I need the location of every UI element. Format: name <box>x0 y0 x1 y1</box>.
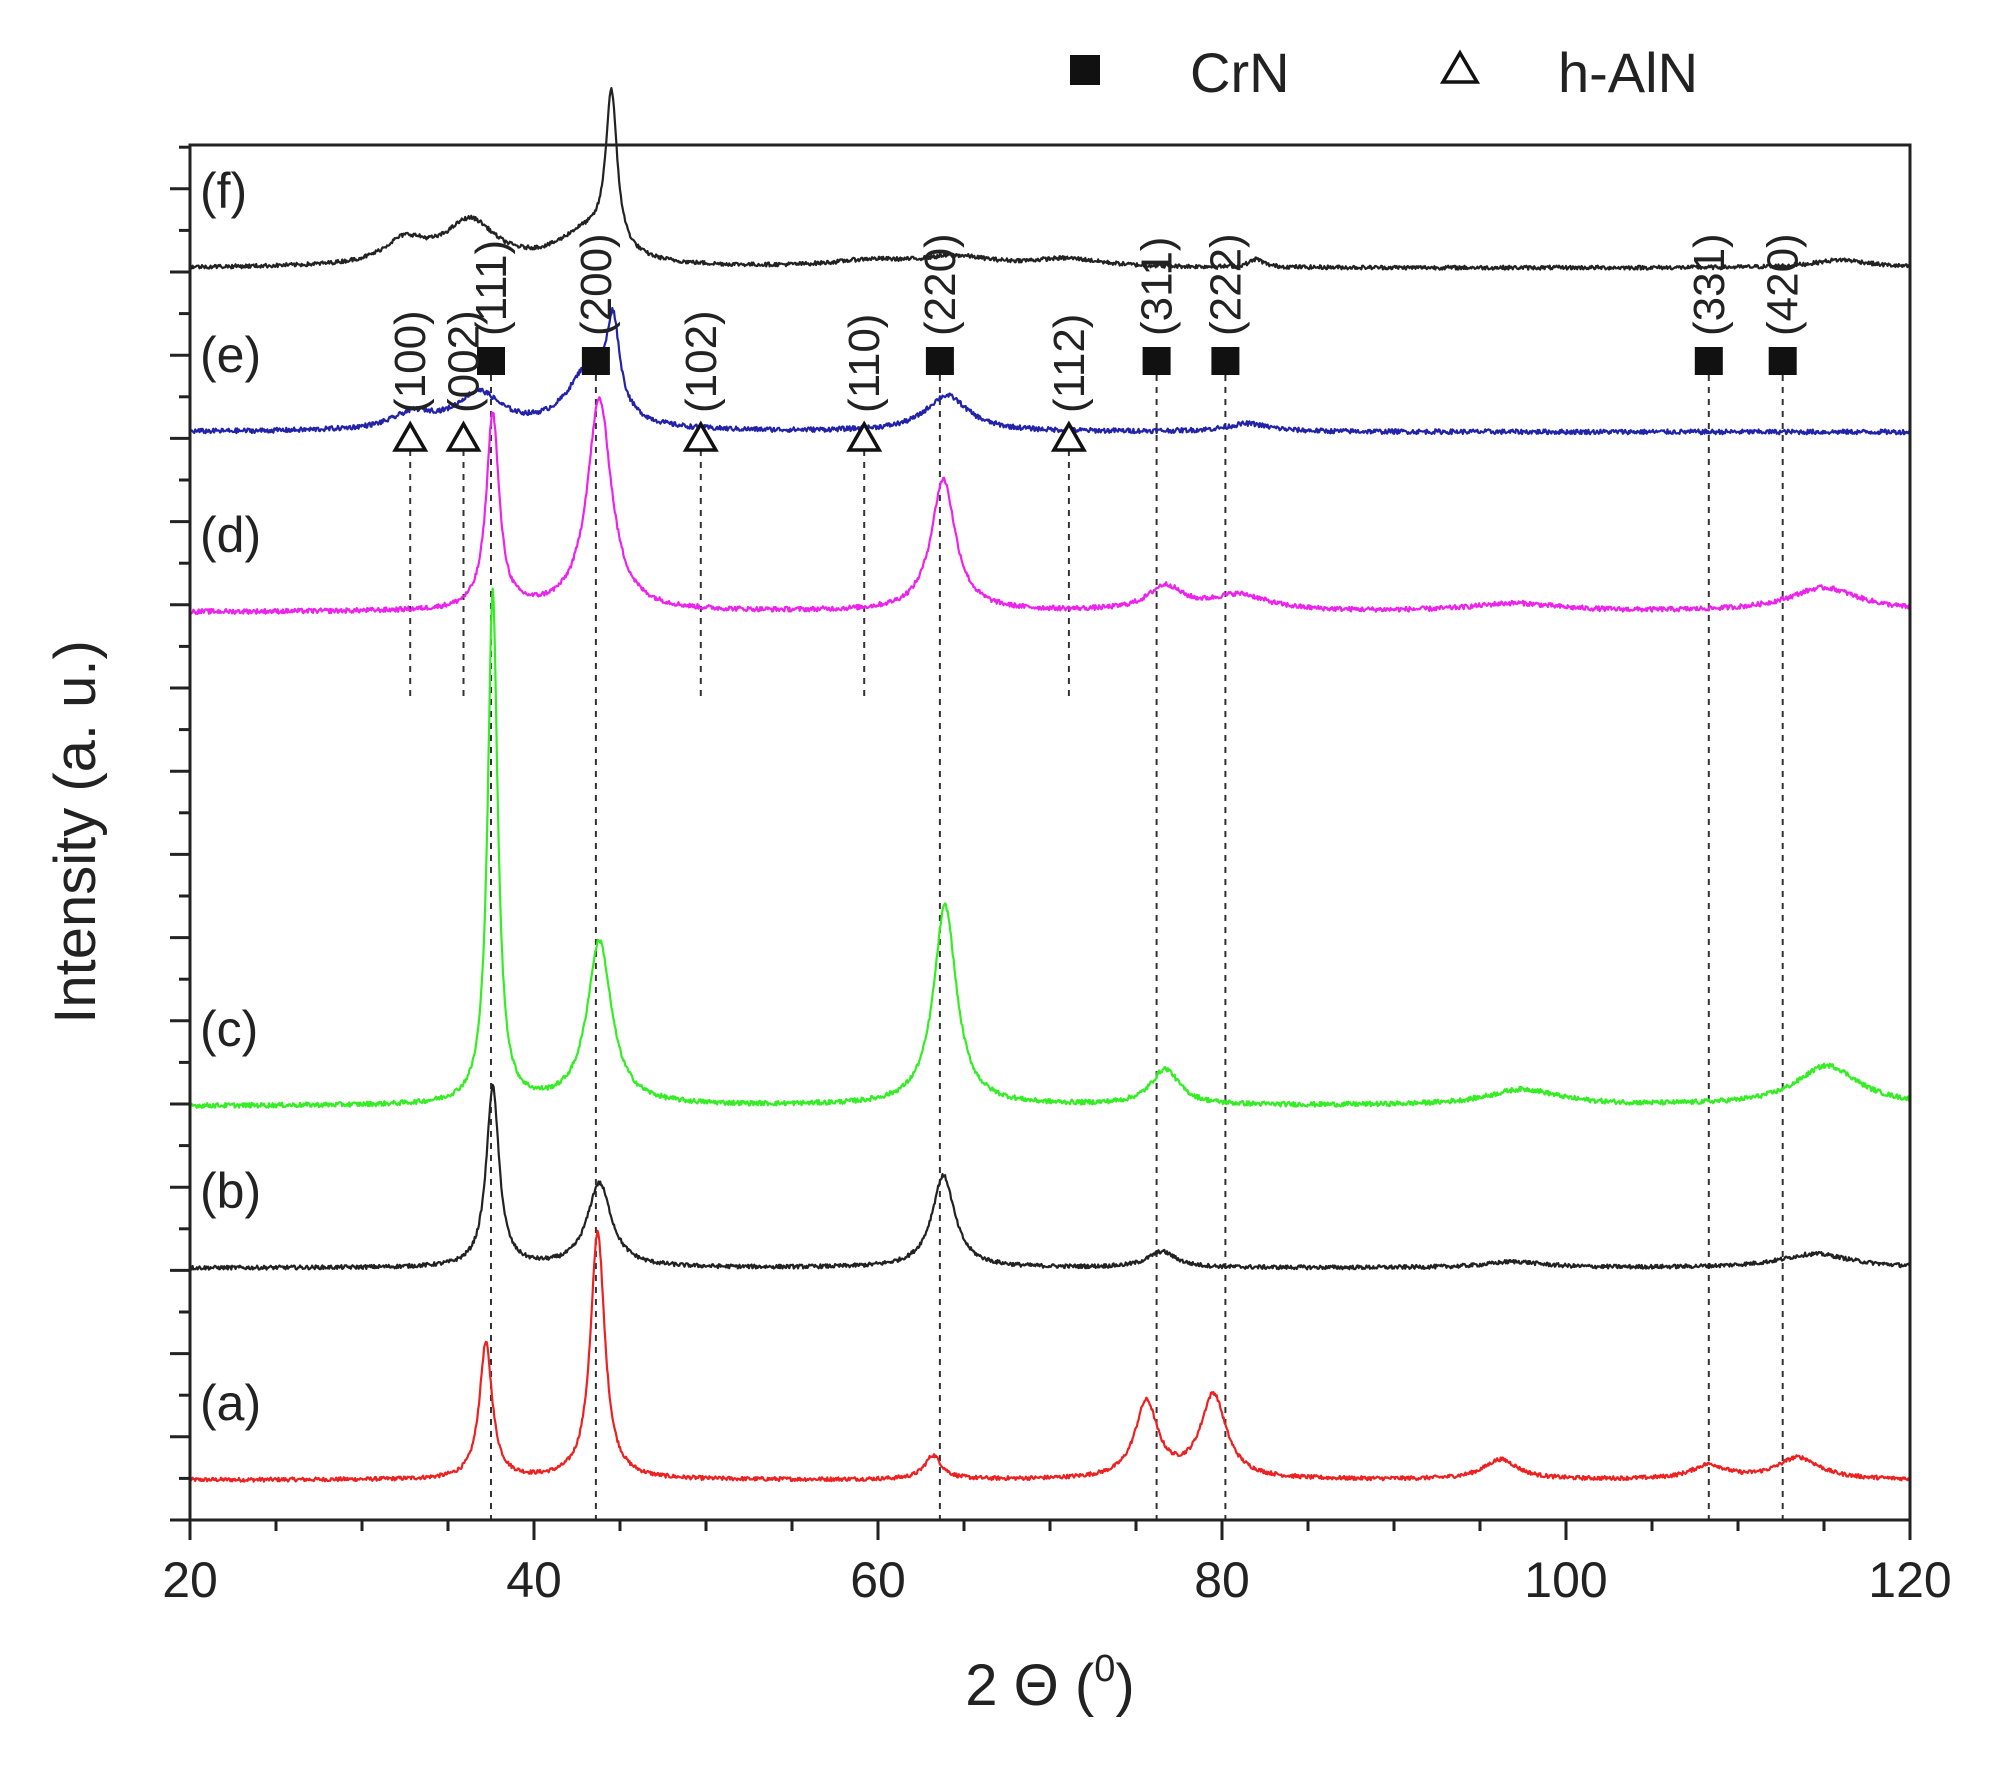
x-tick-label: 100 <box>1524 1552 1607 1608</box>
series-label-d: (d) <box>200 507 261 563</box>
reflection-label-102: (102) <box>677 310 726 413</box>
x-tick-label: 20 <box>162 1552 218 1608</box>
reflection-markers <box>392 347 1797 452</box>
axis-ticks <box>170 145 1912 1540</box>
reflection-labels: (100) (002)(111) (200) (102) (110) (220) (112)… <box>386 233 1808 413</box>
reflection-label-200: (200) <box>572 233 621 336</box>
crn-square-icon <box>1211 347 1240 375</box>
reflection-label-002: (002) <box>440 310 489 413</box>
reflection-label-112: (112) <box>1045 314 1094 413</box>
legend-label-crn: CrN <box>1190 41 1290 104</box>
series-line-d <box>188 396 1911 615</box>
crn-square-icon <box>925 347 954 375</box>
reflection-label-100: (100) <box>386 310 435 413</box>
reflection-label-420: (420) <box>1759 233 1808 336</box>
series-label-e: (e) <box>200 327 261 383</box>
reflection-guide-lines <box>409 375 1784 1520</box>
series-labels: (a) (b) (c) (d) (e) (f) <box>200 163 261 1431</box>
x-tick-label: 40 <box>506 1552 562 1608</box>
x-tick-label: 120 <box>1868 1552 1951 1608</box>
crn-legend-square-icon <box>1070 55 1100 85</box>
reflection-label-110: (110) <box>840 314 889 413</box>
series-line-f <box>189 87 1911 271</box>
x-axis-title: 2 Θ (0) <box>965 1648 1134 1718</box>
reflection-label-331: (331) <box>1685 233 1734 336</box>
reflection-label-111: (111) <box>467 240 516 336</box>
crn-square-icon <box>1694 347 1723 375</box>
series-line-b <box>189 1083 1911 1271</box>
series-label-c: (c) <box>200 1001 258 1057</box>
series-line-a <box>189 1229 1911 1483</box>
legend: CrN h-AlN <box>1070 41 1698 104</box>
y-axis-title: Intensity (a. u.) <box>43 640 108 1024</box>
h-aln-triangle-icon <box>846 420 883 452</box>
h-aln-triangle-icon <box>1050 420 1087 452</box>
x-tick-label: 60 <box>850 1552 906 1608</box>
x-tick-labels: 20 40 60 80 100 120 <box>162 1552 1952 1608</box>
crn-square-icon <box>581 347 610 375</box>
crn-square-icon <box>1142 347 1171 375</box>
series-layer <box>188 87 1912 1483</box>
legend-label-h-aln: h-AlN <box>1558 41 1698 104</box>
x-tick-label: 80 <box>1194 1552 1250 1608</box>
h-aln-triangle-icon <box>392 420 429 452</box>
series-line-c <box>188 587 1912 1109</box>
series-label-b: (b) <box>200 1163 261 1219</box>
reflection-label-220: (220) <box>916 233 965 336</box>
h-aln-triangle-icon <box>682 420 719 452</box>
crn-square-icon <box>477 347 505 375</box>
alh-legend-triangle-icon <box>1439 49 1481 84</box>
crn-square-icon <box>1768 347 1797 375</box>
series-label-a: (a) <box>200 1375 261 1431</box>
series-label-f: (f) <box>200 163 247 219</box>
reflection-label-222: (222) <box>1201 233 1250 336</box>
reflection-label-311: (311) <box>1133 237 1182 336</box>
series-line-e <box>189 306 1911 436</box>
h-aln-triangle-icon <box>445 420 482 452</box>
